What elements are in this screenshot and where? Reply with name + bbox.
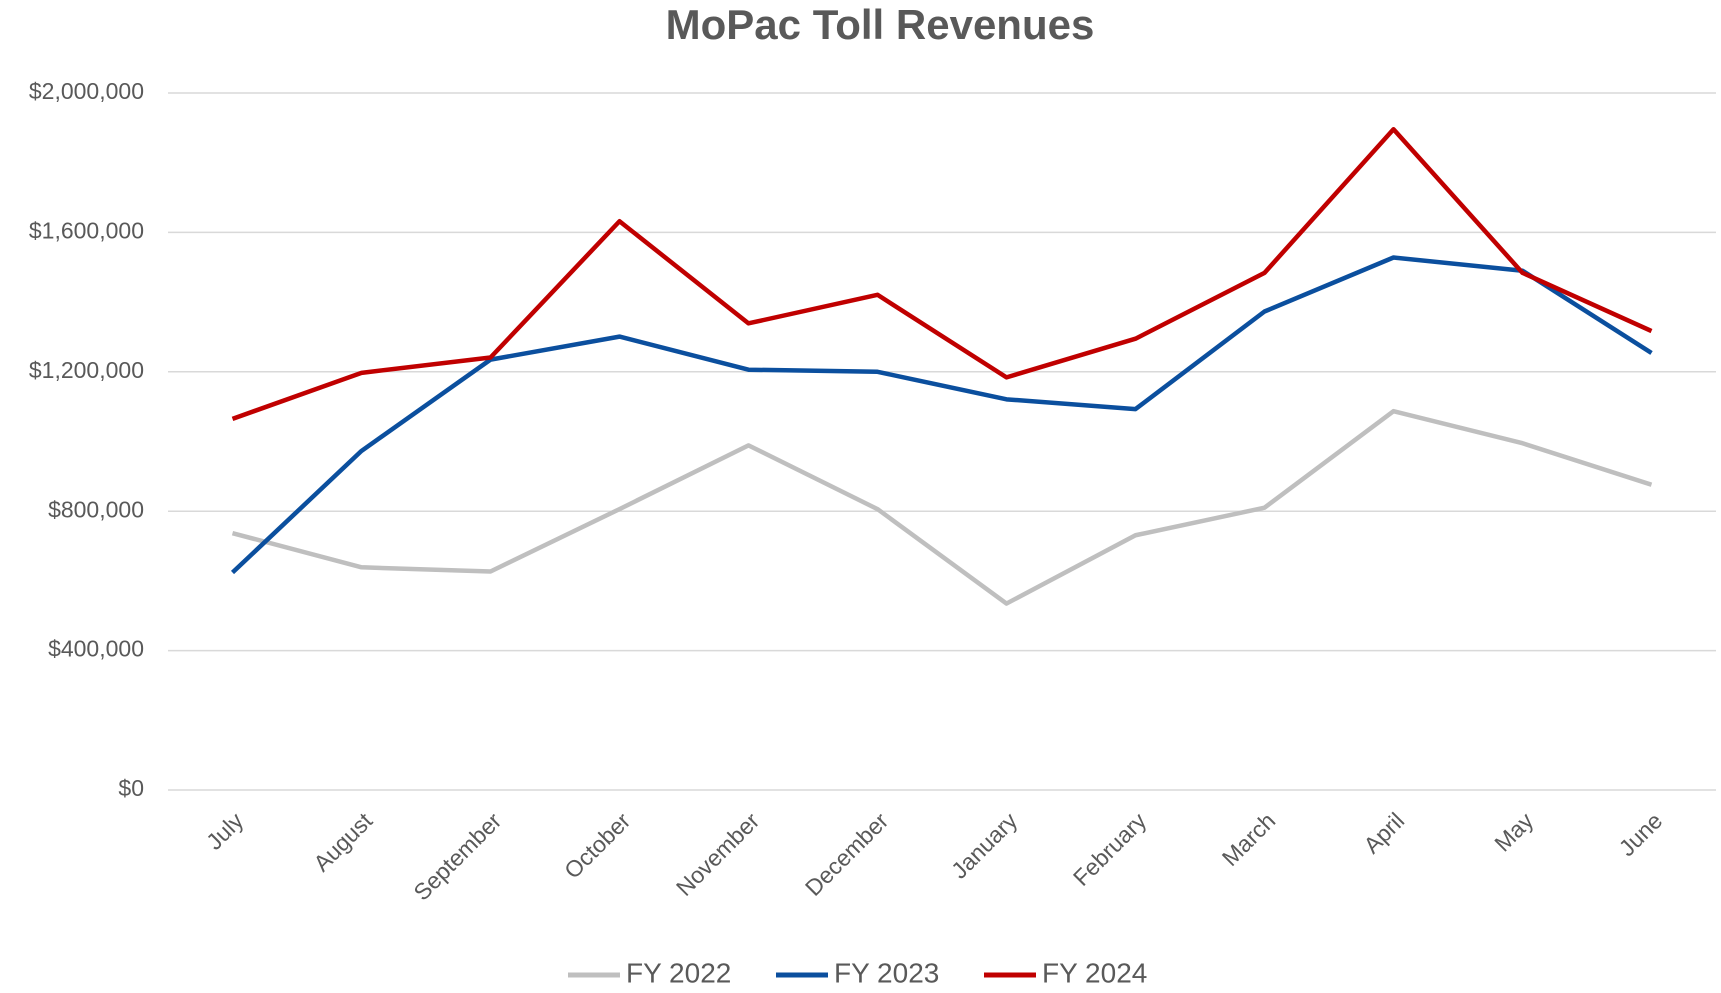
legend-label: FY 2022 (626, 957, 731, 988)
series-line (231, 126, 1653, 421)
y-tick-label: $800,000 (48, 496, 144, 522)
x-tick-label: January (946, 807, 1023, 884)
x-tick-label: February (1068, 807, 1152, 891)
legend-label: FY 2023 (834, 957, 939, 988)
x-tick-label: September (408, 807, 506, 905)
y-tick-label: $1,600,000 (29, 217, 144, 243)
y-tick-label: $400,000 (48, 636, 144, 662)
x-tick-label: March (1217, 807, 1281, 871)
series-line (231, 408, 1653, 606)
x-tick-label: October (559, 807, 635, 883)
chart-title: MoPac Toll Revenues (666, 1, 1095, 48)
x-tick-label: April (1358, 807, 1409, 858)
x-tick-label: June (1614, 807, 1668, 861)
x-tick-label: November (671, 807, 765, 901)
x-tick-label: May (1489, 807, 1538, 856)
x-tick-label: July (201, 807, 249, 855)
x-tick-label: December (800, 807, 894, 901)
y-tick-label: $1,200,000 (29, 357, 144, 383)
series-line (230, 255, 1653, 575)
x-tick-label: August (308, 807, 377, 876)
y-tick-label: $2,000,000 (29, 78, 144, 104)
legend-label: FY 2024 (1042, 957, 1147, 988)
y-tick-label: $0 (118, 775, 144, 801)
